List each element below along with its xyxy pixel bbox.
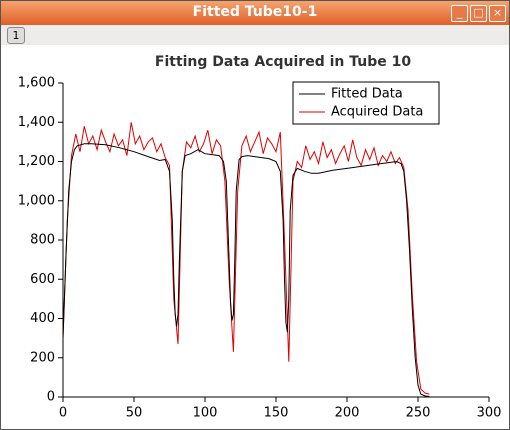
y-tick-label: 1,400 xyxy=(18,115,55,130)
data-line xyxy=(62,143,430,397)
y-tick-label: 800 xyxy=(30,233,55,248)
close-button[interactable]: × xyxy=(489,5,506,22)
minimize-button[interactable]: _ xyxy=(451,5,468,22)
x-tick-label: 300 xyxy=(477,406,502,421)
y-tick-label: 400 xyxy=(30,311,55,326)
toolbar-button[interactable]: 1 xyxy=(7,27,25,44)
x-tick-label: 200 xyxy=(335,406,360,421)
x-tick-label: 50 xyxy=(126,406,143,421)
data-line xyxy=(62,122,430,395)
y-tick-label: 1,000 xyxy=(18,193,55,208)
legend-label: Fitted Data xyxy=(331,87,403,102)
y-tick-label: 1,600 xyxy=(18,76,55,91)
y-tick-label: 0 xyxy=(47,390,55,405)
legend-box xyxy=(292,81,440,125)
legend-label: Acquired Data xyxy=(331,105,423,120)
chart-title: Fitting Data Acquired in Tube 10 xyxy=(155,54,411,70)
y-tick-label: 1,200 xyxy=(18,154,55,169)
x-tick-label: 150 xyxy=(264,406,289,421)
x-tick-label: 250 xyxy=(406,406,431,421)
y-tick-label: 600 xyxy=(30,272,55,287)
window-title: Fitted Tube10-1 xyxy=(192,4,318,20)
x-tick-label: 0 xyxy=(59,406,67,421)
title-bar: Fitted Tube10-1 _ □ × xyxy=(1,1,509,25)
x-tick-label: 100 xyxy=(193,406,218,421)
plot-panel: Fitting Data Acquired in Tube 10 0 200 400… xyxy=(1,45,509,429)
chart: Fitting Data Acquired in Tube 10 0 200 400… xyxy=(18,54,502,421)
maximize-button[interactable]: □ xyxy=(470,5,487,22)
y-tick-label: 200 xyxy=(30,350,55,365)
